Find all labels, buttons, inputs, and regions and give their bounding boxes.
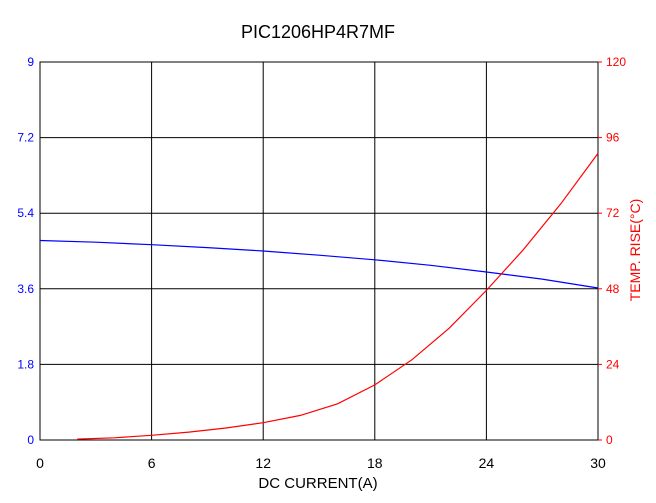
right-axis-tick-label: 120 [606, 55, 626, 69]
x-axis-tick-label: 24 [479, 455, 495, 471]
plot-border [39, 61, 599, 441]
x-axis-tick-label: 30 [590, 455, 606, 471]
left-axis-tick-label: 7.2 [17, 131, 34, 145]
x-axis-tick-label: 6 [148, 455, 156, 471]
left-axis-tick-label: 1.8 [17, 357, 34, 371]
right-y-axis-label: TEMP. RISE(°C) [627, 199, 643, 302]
right-axis-tick-label: 24 [606, 357, 620, 371]
left-axis-tick-label: 9 [27, 55, 34, 69]
left-axis-ticks: 0 1.8 3.6 5.4 7.2 9 [17, 55, 34, 447]
left-axis-tick-label: 5.4 [17, 206, 34, 220]
left-axis-tick-label: 3.6 [17, 282, 34, 296]
x-axis-tick-label: 18 [367, 455, 383, 471]
series-layer [39, 153, 599, 440]
right-axis-tick-label: 0 [606, 433, 613, 447]
x-axis-ticks: 0 6 12 18 24 30 [36, 455, 606, 471]
right-axis-ticks: 0 24 48 72 96 120 [598, 55, 626, 447]
inductance-curve [39, 239, 599, 289]
right-axis-tick-label: 48 [606, 282, 620, 296]
left-axis-tick-label: 0 [27, 433, 34, 447]
grid [39, 61, 599, 441]
chart-title: PIC1206HP4R7MF [241, 22, 395, 42]
x-axis-label: DC CURRENT(A) [258, 475, 377, 492]
temp-rise-curve [77, 153, 599, 440]
right-axis-tick-label: 96 [606, 131, 620, 145]
right-axis-tick-label: 72 [606, 206, 620, 220]
x-axis-tick-label: 0 [36, 455, 44, 471]
x-axis-tick-label: 12 [255, 455, 271, 471]
